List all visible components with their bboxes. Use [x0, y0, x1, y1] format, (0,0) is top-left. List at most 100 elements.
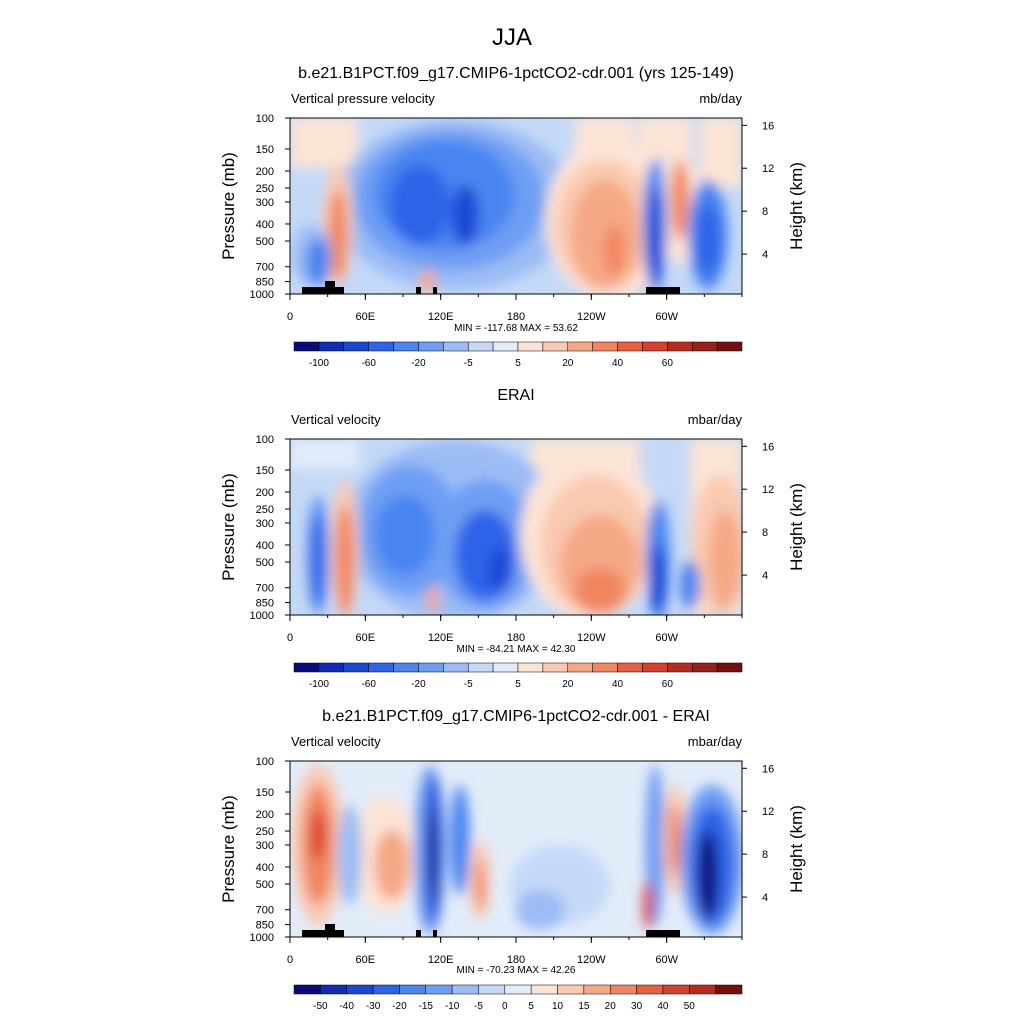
- pressure-tick-label: 300: [256, 840, 274, 852]
- colorbar-swatch: [368, 662, 394, 673]
- colorbar: -50 -40 -30 -20 -15 -10 -5 0 5 10 15 20 30 40 50: [293, 984, 743, 1012]
- lon-tick-label: 120W: [577, 954, 606, 966]
- pressure-tick-label: 400: [256, 219, 274, 231]
- panel-left-label: Vertical velocity: [291, 734, 381, 749]
- colorbar-swatch: [583, 984, 611, 995]
- colorbar-tick-label: 60: [662, 358, 674, 369]
- height-ticks: 16 12 8 4: [742, 441, 774, 582]
- height-tick-label: 16: [762, 763, 774, 775]
- pressure-tick-label: 700: [256, 905, 274, 917]
- colorbar-swatch: [443, 341, 469, 352]
- colorbar-tick-label: 20: [605, 1001, 617, 1012]
- pressure-tick-label: 400: [256, 540, 274, 552]
- colorbar-tick-label: 30: [631, 1001, 643, 1012]
- contour-blobs: [290, 118, 742, 294]
- panel-left-label: Vertical velocity: [291, 412, 381, 427]
- lon-tick-label: 60W: [655, 311, 678, 323]
- colorbar-swatch: [716, 341, 743, 352]
- pressure-tick-label: 500: [256, 557, 274, 569]
- height-tick-label: 12: [762, 163, 774, 175]
- colorbar-swatch: [293, 662, 320, 673]
- pressure-tick-label: 700: [256, 583, 274, 595]
- colorbar-tick-label: 5: [515, 679, 521, 690]
- colorbar-tick-label: 10: [552, 1001, 564, 1012]
- panel-units: mbar/day: [688, 734, 743, 749]
- colorbar-swatch: [542, 341, 569, 352]
- colorbar-swatch: [592, 662, 618, 673]
- colorbar-tick-label: 40: [657, 1001, 669, 1012]
- colorbar-swatch: [467, 341, 494, 352]
- lon-tick-label: 180: [507, 311, 525, 323]
- height-tick-label: 12: [762, 806, 774, 818]
- colorbar-swatch: [372, 984, 400, 995]
- colorbar-tick-label: 0: [502, 1001, 508, 1012]
- colorbar-tick-label: 5: [515, 358, 521, 369]
- lon-ticks: 0 60E 120E 180 120W 60W: [287, 615, 743, 644]
- panel-difference: b.e21.B1PCT.f09_g17.CMIP6-1pctCO2-cdr.00…: [219, 708, 806, 1012]
- colorbar-tick-label: -5: [474, 1001, 483, 1012]
- colorbar-swatch: [318, 341, 345, 352]
- contour-field: [290, 439, 742, 615]
- pressure-tick-label: 1000: [250, 610, 274, 622]
- panel-erai: ERAI Vertical velocity mbar/day: [219, 387, 806, 690]
- colorbar-swatch: [451, 984, 479, 995]
- pressure-tick-label: 200: [256, 809, 274, 821]
- colorbar-swatch: [425, 984, 453, 995]
- colorbar-tick-label: 15: [578, 1001, 590, 1012]
- colorbar-swatch: [492, 341, 519, 352]
- height-tick-label: 4: [762, 570, 768, 582]
- pressure-tick-label: 400: [256, 862, 274, 874]
- colorbar-swatch: [662, 984, 690, 995]
- pressure-tick-label: 1000: [250, 932, 274, 944]
- panel-units: mb/day: [699, 91, 742, 106]
- panel-title: b.e21.B1PCT.f09_g17.CMIP6-1pctCO2-cdr.00…: [298, 65, 734, 82]
- height-tick-label: 8: [762, 206, 768, 218]
- pressure-tick-label: 150: [256, 465, 274, 477]
- lon-ticks: 0 60E 120E 180 120W 60W: [287, 937, 743, 966]
- lon-tick-label: 0: [287, 954, 293, 966]
- lon-tick-label: 0: [287, 311, 293, 323]
- colorbar-tick-label: 5: [528, 1001, 534, 1012]
- height-tick-label: 4: [762, 249, 768, 261]
- height-tick-label: 4: [762, 892, 768, 904]
- colorbar-swatch: [530, 984, 558, 995]
- lon-tick-label: 120W: [577, 632, 606, 644]
- colorbar: -100 -60 -20 -5 5 20 40 60: [293, 341, 743, 369]
- y2-axis-label: Height (km): [787, 483, 806, 571]
- colorbar-swatch: [642, 662, 668, 673]
- colorbar-tick-label: -50: [313, 1001, 328, 1012]
- pressure-tick-label: 300: [256, 197, 274, 209]
- colorbar-swatch: [609, 984, 637, 995]
- colorbar-tick-label: -5: [464, 358, 473, 369]
- colorbar-swatch: [592, 341, 618, 352]
- colorbar-swatch: [320, 984, 347, 995]
- colorbar-tick-label: 40: [612, 679, 624, 690]
- height-ticks: 16 12 8 4: [742, 763, 774, 904]
- colorbar-swatch: [542, 662, 569, 673]
- panel-units: mbar/day: [688, 412, 743, 427]
- colorbar-tick-label: -10: [445, 1001, 460, 1012]
- colorbar-swatch: [567, 341, 593, 352]
- colorbar-swatch: [716, 662, 743, 673]
- colorbar-swatch: [691, 662, 718, 673]
- pressure-tick-label: 300: [256, 518, 274, 530]
- colorbar-tick-label: -15: [419, 1001, 434, 1012]
- colorbar-tick-label: -100: [309, 358, 329, 369]
- colorbar-tick-label: -40: [339, 1001, 354, 1012]
- contour-blobs: [290, 439, 742, 615]
- topography-mask: [302, 281, 680, 294]
- colorbar: -100 -60 -20 -5 5 20 40 60: [293, 662, 743, 690]
- height-tick-label: 16: [762, 441, 774, 453]
- min-max-stats: MIN = -70.23 MAX = 42.26: [457, 965, 576, 976]
- height-tick-label: 8: [762, 527, 768, 539]
- colorbar-swatch: [293, 984, 321, 995]
- lon-tick-label: 60E: [356, 311, 376, 323]
- colorbar-swatch: [689, 984, 716, 995]
- pressure-tick-label: 100: [256, 113, 274, 125]
- pressure-tick-label: 700: [256, 262, 274, 274]
- colorbar-swatch: [478, 984, 506, 995]
- min-max-stats: MIN = -84.21 MAX = 42.30: [457, 644, 576, 655]
- colorbar-tick-label: -60: [361, 358, 376, 369]
